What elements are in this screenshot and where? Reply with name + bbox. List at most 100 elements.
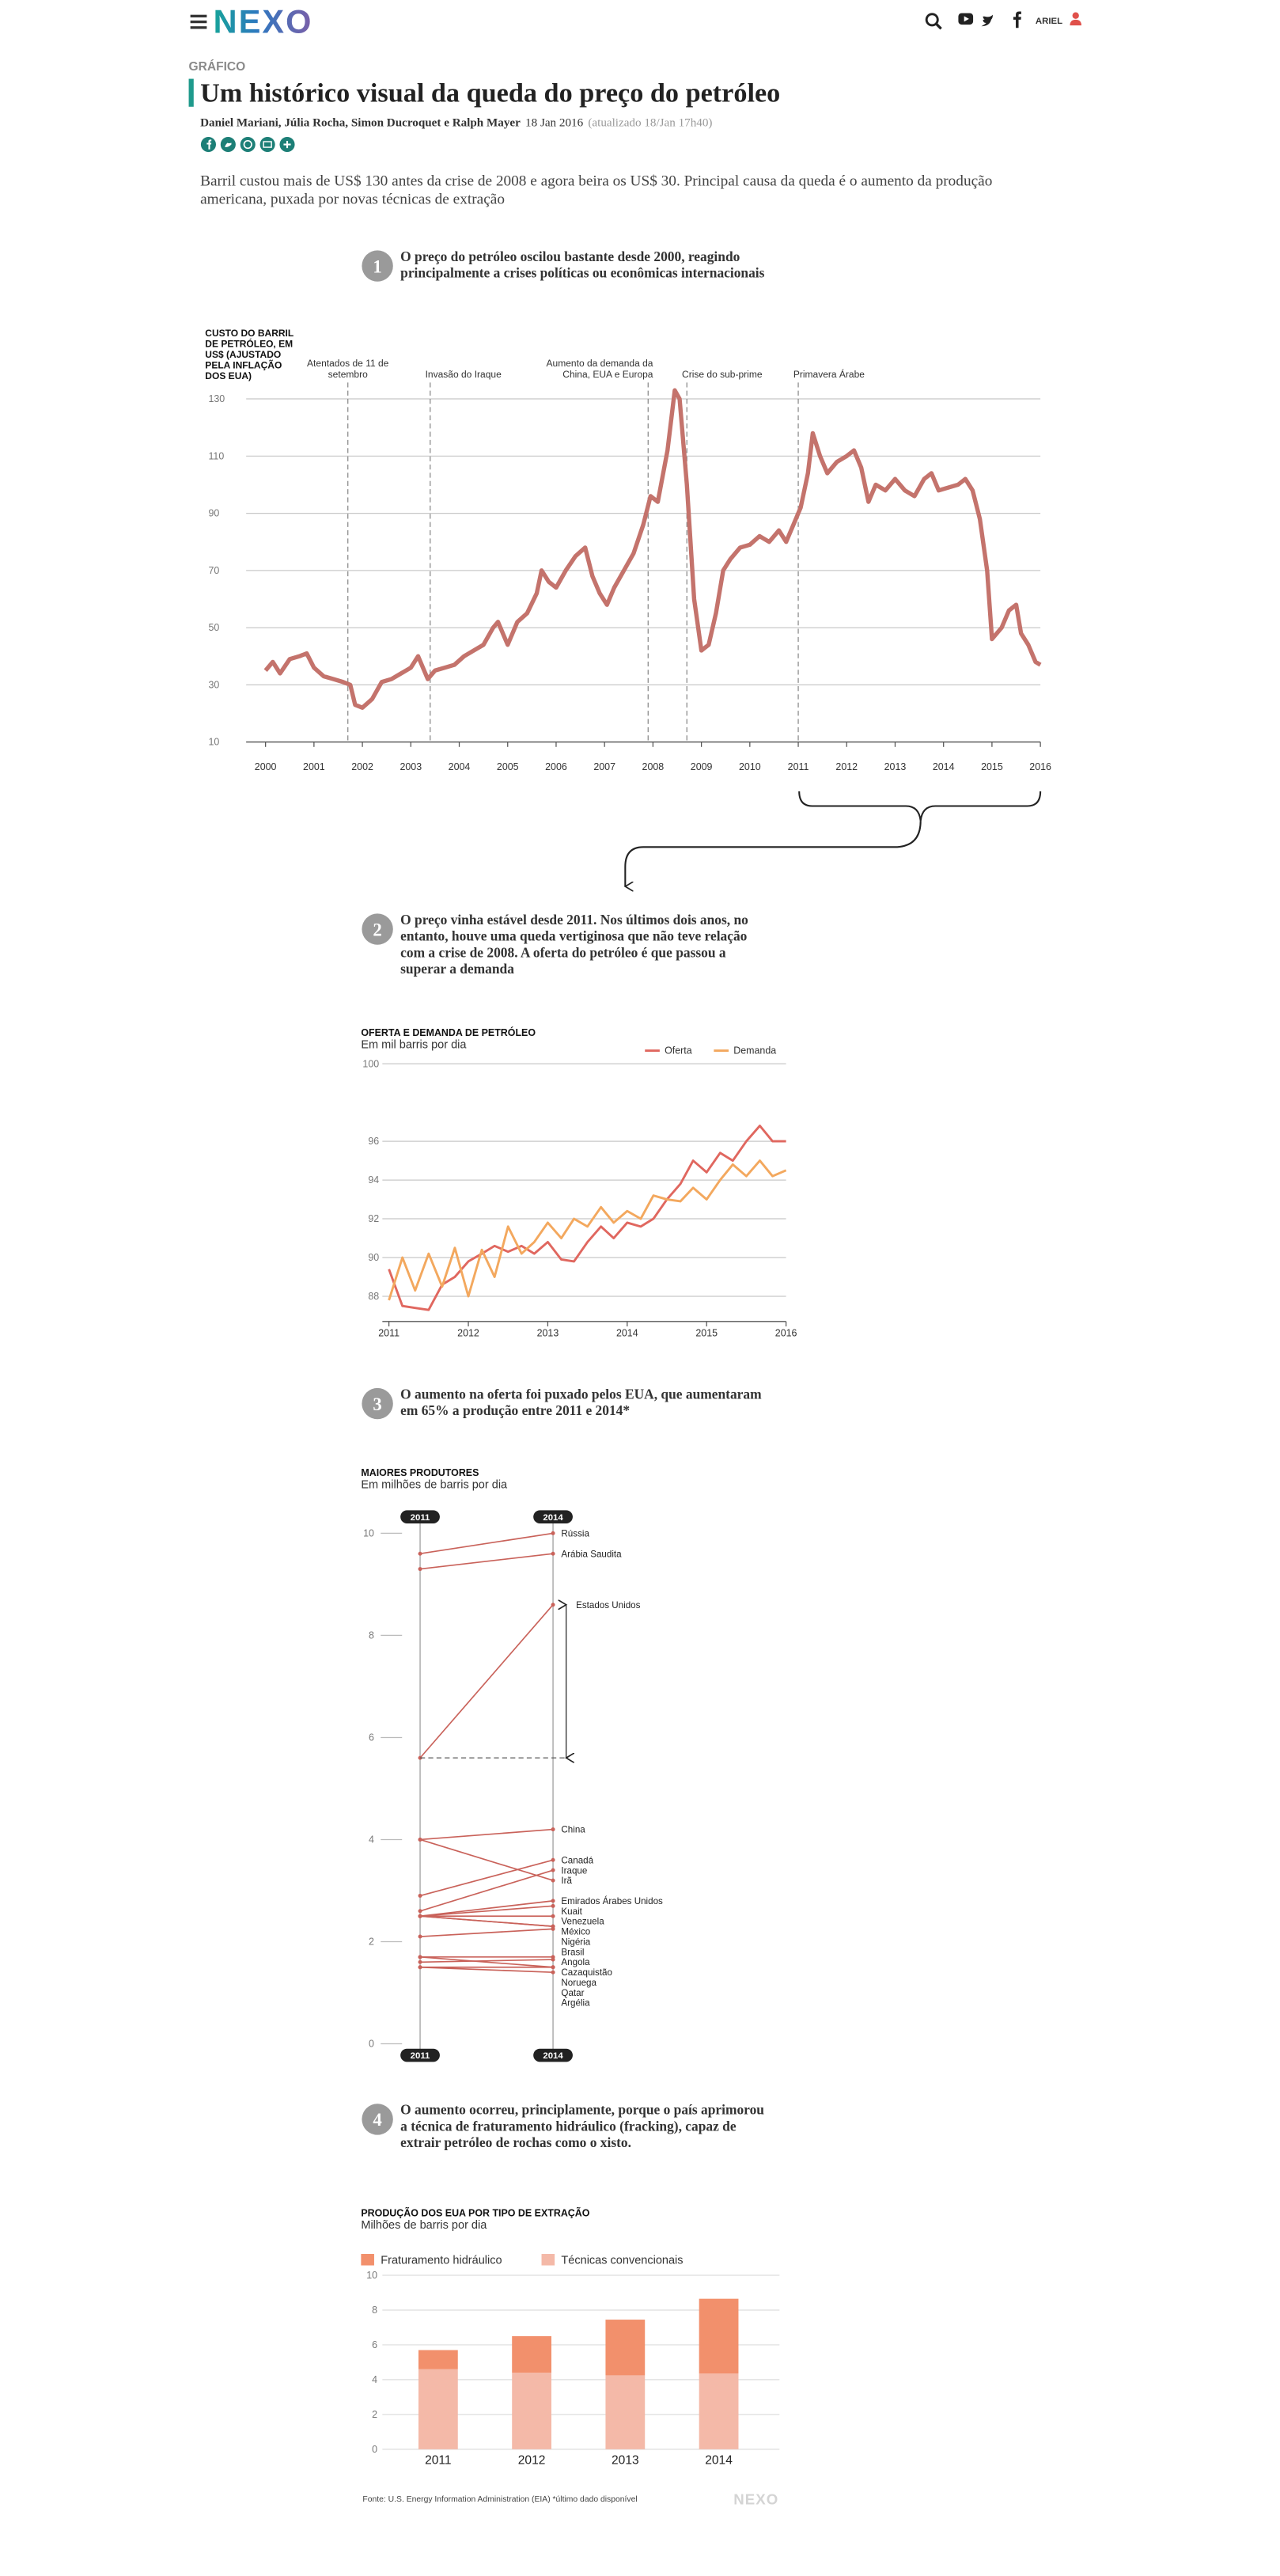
x-tick-label: 2001	[303, 761, 325, 772]
step-badge	[362, 2104, 393, 2135]
x-tick-label: 2013	[884, 761, 907, 772]
x-tick-label: 2010	[739, 761, 761, 772]
x-tick-label: 2005	[497, 761, 519, 772]
slope-point	[418, 1551, 422, 1556]
twitter-icon[interactable]	[981, 14, 993, 27]
y-tick-label: 0	[372, 2444, 377, 2455]
y-tick-label: 94	[368, 1174, 379, 1186]
slope-point	[551, 1957, 555, 1962]
slope-line	[419, 1905, 554, 1918]
slope-point	[418, 1893, 422, 1898]
slope-line	[419, 1900, 554, 1918]
source-note: Fonte: U.S. Energy Information Administr…	[362, 2495, 637, 2504]
logo[interactable]: NEXO	[214, 2, 313, 40]
y-tick-label: 70	[208, 565, 219, 576]
user-name[interactable]: ARIEL	[1036, 17, 1062, 26]
y-tick-label: 10	[208, 737, 219, 748]
y-tick-label: 100	[362, 1058, 379, 1069]
country-label: Venezuela	[561, 1917, 604, 1927]
country-label: Angola	[561, 1957, 590, 1967]
legend-label: Fraturamento hidráulico	[381, 2254, 502, 2267]
search-icon[interactable]	[925, 13, 942, 30]
country-label: Irã	[561, 1876, 572, 1886]
x-tick-label: 2012	[457, 1327, 479, 1338]
x-tick-label: 2014	[616, 1327, 638, 1338]
year-badge	[533, 2048, 573, 2062]
step-badge	[362, 913, 393, 945]
x-tick-label: 2009	[691, 761, 713, 772]
user-icon[interactable]	[1070, 12, 1081, 26]
slope-line	[419, 1915, 554, 1927]
legend-swatch	[361, 2254, 374, 2266]
slope-line	[419, 1838, 554, 1881]
x-tick-label: 2012	[835, 761, 858, 772]
event-label: Atentados de 11 de setembro	[307, 358, 389, 380]
slope-line	[419, 1859, 554, 1897]
y-tick-label: 88	[368, 1291, 379, 1302]
x-tick-label: 2004	[449, 761, 471, 772]
country-label: México	[561, 1927, 590, 1937]
country-label: China	[561, 1825, 585, 1835]
y-tick-label: 92	[368, 1213, 379, 1224]
chart-subtitle: Em mil barris por dia	[361, 1038, 467, 1051]
x-tick-label: 2015	[695, 1327, 718, 1338]
share-icons[interactable]	[200, 136, 295, 153]
slope-line	[419, 1604, 554, 1758]
slope-point	[418, 1914, 422, 1918]
year-badge-label: 2011	[411, 2051, 430, 2061]
year-badge-label: 2014	[543, 2051, 563, 2061]
slope-line	[419, 1828, 554, 1841]
series-line	[388, 1159, 787, 1301]
x-tick-label: 2011	[378, 1327, 400, 1338]
step-text: O preço vinha estável desde 2011. Nos úl…	[400, 912, 748, 977]
country-label: Canadá	[561, 1855, 593, 1865]
x-tick-label: 2003	[400, 761, 422, 772]
y-tick-label: 90	[368, 1252, 379, 1263]
kicker: GRÁFICO	[189, 60, 246, 74]
byline: Daniel Mariani, Júlia Rocha, Simon Ducro…	[200, 117, 712, 130]
series-line	[388, 1125, 786, 1311]
bar-segment	[605, 2320, 646, 2376]
chart-title: OFERTA E DEMANDA DE PETRÓLEO	[361, 1026, 536, 1038]
x-tick-label: 2016	[775, 1327, 797, 1338]
title-accent	[188, 78, 194, 107]
slope-point	[551, 1868, 555, 1872]
slope-point	[551, 1914, 555, 1918]
y-tick-label: 6	[372, 2339, 377, 2350]
step-text: O aumento ocorreu, principlamente, porqu…	[400, 2102, 764, 2150]
x-tick-label: 2002	[351, 761, 373, 772]
x-tick-label: 2013	[537, 1327, 559, 1338]
step-text: O preço do petróleo oscilou bastante des…	[400, 248, 764, 281]
year-badge-label: 2011	[411, 1513, 430, 1523]
updated: (atualizado 18/Jan 17h40)	[588, 117, 712, 130]
y-tick-label: 130	[208, 393, 225, 404]
y-tick-label: 10	[366, 2270, 377, 2281]
bar-segment	[418, 2350, 458, 2369]
year-badge-label: 2014	[543, 1513, 563, 1523]
facebook-icon[interactable]	[1013, 11, 1021, 28]
x-tick-label: 2008	[642, 761, 665, 772]
slope-point	[551, 1899, 555, 1903]
slope-point	[551, 1551, 555, 1556]
legend-label: Oferta	[665, 1045, 692, 1057]
country-label: Nigéria	[561, 1937, 590, 1947]
youtube-icon[interactable]	[958, 13, 974, 25]
y-tick-label: 4	[372, 2374, 377, 2385]
step-number: 4	[373, 2110, 381, 2130]
slope-line	[419, 1532, 554, 1555]
bar-segment	[512, 2335, 551, 2373]
event-label: Crise do sub-prime	[682, 369, 763, 380]
step-number: 3	[373, 1394, 381, 1414]
event-label: Primavera Árabe	[793, 368, 865, 380]
y-tick-label: 90	[208, 508, 219, 519]
slope-point	[418, 1960, 422, 1964]
x-tick-label: 2011	[788, 761, 809, 772]
x-tick-label: 2011	[425, 2454, 451, 2468]
article-title: Um histórico visual da queda do preço do…	[200, 79, 780, 108]
y-tick-label: 2	[369, 1937, 374, 1948]
slope-line	[420, 1966, 554, 1974]
y-tick-label: 8	[372, 2305, 377, 2316]
menu-icon[interactable]	[190, 14, 207, 29]
